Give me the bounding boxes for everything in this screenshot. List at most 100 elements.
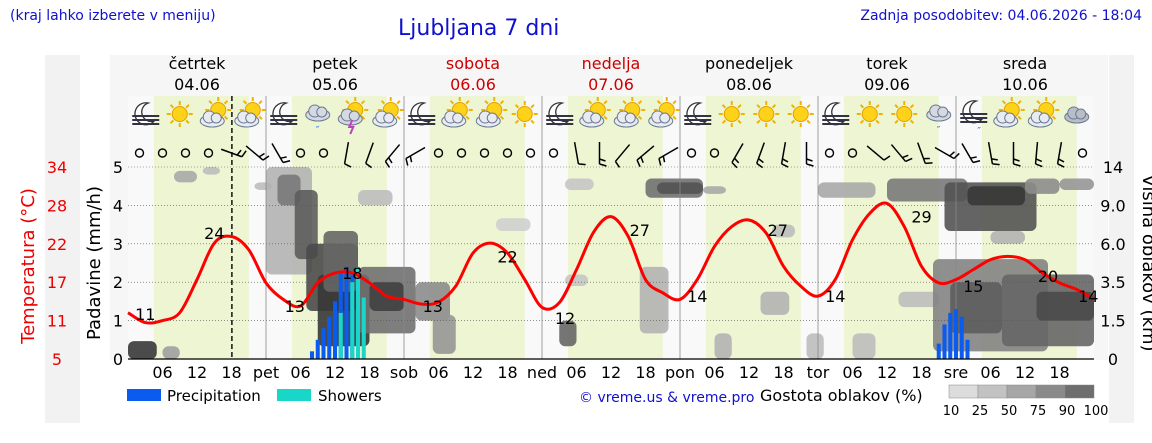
sun-ray (637, 100, 643, 105)
wind-barb-icon (636, 145, 655, 168)
sun-ray (396, 115, 401, 120)
hour-tick: 18 (359, 363, 379, 382)
temperature-label: 14 (687, 287, 707, 306)
wind-barb-shaft (658, 146, 679, 160)
hour-tick: 12 (601, 363, 621, 382)
partly-cloudy-icon (1027, 97, 1060, 128)
day-date: 09.06 (864, 75, 910, 94)
temperature-label: 22 (497, 247, 517, 266)
partly-cloudy-icon (579, 97, 611, 128)
wind-barb-flag (1013, 158, 1020, 162)
sun-ray (169, 119, 175, 124)
cloud-area (990, 231, 1025, 244)
hour-tick: 06 (290, 363, 310, 382)
wind-barb-shaft (614, 144, 631, 162)
calm-wind-icon (318, 148, 329, 158)
cloud-height-tick: 6.0 (1100, 235, 1125, 254)
temperature-tick: 17 (47, 273, 67, 292)
sun-ray (514, 104, 520, 109)
partly-cloudy-icon (372, 97, 404, 128)
cloud-density-tick: 10 (943, 404, 960, 419)
precipitation-bar (953, 309, 959, 359)
wind-barb-flag (384, 161, 391, 168)
wind-barb-icon (805, 142, 814, 167)
temperature-label: 13 (423, 297, 443, 316)
cloud-area (565, 178, 594, 191)
sun-ray (380, 100, 386, 105)
sun-disc (723, 106, 740, 122)
wind-barb-flag (991, 158, 998, 161)
sun-ray (1051, 100, 1057, 105)
wind-barb-icon (598, 142, 607, 167)
wind-barb-shaft (780, 142, 787, 164)
wind-barb-icon (220, 148, 247, 158)
showers-bar (355, 266, 361, 359)
wind-barb-icon (245, 145, 270, 161)
cloud-shape (1038, 112, 1050, 124)
wind-barb-flag (923, 157, 930, 160)
day-date: 10.06 (1002, 75, 1048, 94)
sun-ray (859, 104, 865, 109)
location-hint[interactable]: (kraj lahko izberete v meniju) (10, 8, 216, 24)
sun-ray (737, 119, 742, 124)
day-name: četrtek (169, 54, 227, 73)
day-name: petek (312, 54, 358, 73)
cloud-density-swatch (977, 384, 1008, 399)
moon-icon (408, 102, 436, 126)
hour-tick: 12 (1015, 363, 1035, 382)
wind-barb-shaft (934, 146, 955, 160)
sun-disc (861, 106, 878, 122)
day-abbr: sre (944, 363, 968, 382)
wind-barb-icon (987, 142, 1000, 166)
cloud-area (1059, 178, 1094, 191)
wind-barb-icon (1056, 142, 1065, 168)
sun-ray (771, 104, 777, 109)
cloud-height-tick: 3.5 (1100, 273, 1125, 292)
sun-ray (499, 115, 505, 120)
cloudy-icon (1064, 106, 1090, 124)
cloud-density-tick: 50 (1001, 404, 1018, 419)
cloud-height-tick: 1.5 (1100, 312, 1125, 331)
cloud-area (1036, 291, 1094, 321)
cloud-density-swatch (948, 384, 979, 399)
wind-barb-flag (282, 160, 291, 164)
cloud-area (358, 190, 393, 206)
sun-ray (258, 100, 263, 105)
cloud-shape (1075, 108, 1087, 120)
sun-ray (875, 104, 880, 109)
cloud-area (772, 224, 795, 238)
day-abbr: pet (253, 363, 279, 382)
hour-tick: 12 (739, 363, 759, 382)
calm-wind-icon (134, 148, 145, 158)
calm-wind-icon (1077, 148, 1088, 158)
wind-barb-icon (614, 144, 631, 168)
hour-tick: 06 (152, 363, 172, 382)
day-name: sreda (1003, 54, 1047, 73)
sun-ray (656, 100, 662, 105)
sun-ray (1036, 100, 1041, 105)
cloud-density-tick: 90 (1059, 404, 1076, 419)
cloud-shape (937, 106, 949, 118)
cloud-area (852, 333, 876, 359)
left-panel (45, 55, 80, 423)
day-abbr: ned (527, 363, 557, 382)
sun-ray (1001, 100, 1007, 105)
sun-ray (672, 115, 677, 120)
cloud-shape (659, 112, 671, 124)
wind-barb-icon (343, 142, 352, 168)
partly-cloudy-icon (475, 97, 508, 128)
partly-cloudy-icon (234, 97, 266, 128)
hour-tick: 06 (428, 363, 448, 382)
cloud-height-tick: 0 (1108, 350, 1118, 369)
cloud-shape (348, 110, 360, 122)
sun-ray (396, 100, 401, 105)
hour-tick: 12 (877, 363, 897, 382)
cloud-area (714, 333, 732, 359)
right-panel (1109, 55, 1134, 423)
hour-tick: 12 (187, 363, 207, 382)
sun-ray (499, 100, 505, 105)
hour-tick: 18 (635, 363, 655, 382)
cloud-shape (1004, 112, 1016, 124)
wind-barb-shaft (961, 143, 974, 163)
